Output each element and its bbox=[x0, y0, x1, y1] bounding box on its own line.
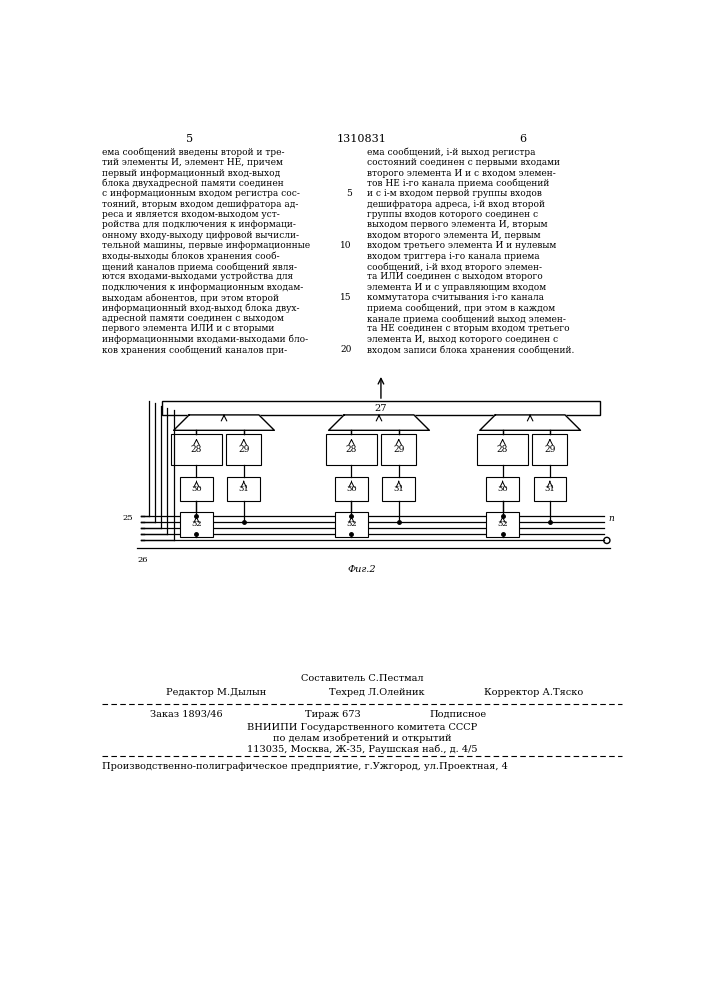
Text: ройства для подключения к информаци-: ройства для подключения к информаци- bbox=[103, 220, 296, 229]
Text: та ИЛИ соединен с выходом второго: та ИЛИ соединен с выходом второго bbox=[368, 272, 543, 281]
Text: группы входов которого соединен с: группы входов которого соединен с bbox=[368, 210, 539, 219]
Text: ема сообщений введены второй и тре-: ема сообщений введены второй и тре- bbox=[103, 148, 285, 157]
Bar bbox=[382, 477, 415, 501]
Text: входом второго элемента И, первым: входом второго элемента И, первым bbox=[368, 231, 541, 240]
Bar bbox=[486, 512, 519, 537]
Text: 28: 28 bbox=[191, 445, 202, 454]
Text: коммутатора считывания i-го канала: коммутатора считывания i-го канала bbox=[368, 293, 544, 302]
Text: Техред Л.Олейник: Техред Л.Олейник bbox=[329, 688, 424, 697]
Text: Подписное: Подписное bbox=[429, 710, 486, 719]
Text: тельной машины, первые информационные: тельной машины, первые информационные bbox=[103, 241, 310, 250]
Text: второго элемента И и с входом элемен-: второго элемента И и с входом элемен- bbox=[368, 169, 556, 178]
Text: Тираж 673: Тираж 673 bbox=[305, 710, 361, 719]
Text: 28: 28 bbox=[497, 445, 508, 454]
Text: первый информационный вход-выход: первый информационный вход-выход bbox=[103, 169, 281, 178]
Text: Заказ 1893/46: Заказ 1893/46 bbox=[151, 710, 223, 719]
Polygon shape bbox=[329, 415, 429, 430]
Text: 6: 6 bbox=[519, 134, 526, 144]
Bar bbox=[162, 401, 600, 415]
Text: 32: 32 bbox=[346, 520, 357, 528]
Text: 31: 31 bbox=[544, 485, 555, 493]
Bar bbox=[532, 434, 567, 465]
Text: Производственно-полиграфическое предприятие, г.Ужгород, ул.Проектная, 4: Производственно-полиграфическое предприя… bbox=[103, 762, 508, 771]
Text: реса и является входом-выходом уст-: реса и является входом-выходом уст- bbox=[103, 210, 280, 219]
Bar bbox=[335, 512, 368, 537]
Text: элемента И и с управляющим входом: элемента И и с управляющим входом bbox=[368, 283, 547, 292]
Text: дешифратора адреса, i-й вход второй: дешифратора адреса, i-й вход второй bbox=[368, 200, 545, 209]
Bar bbox=[226, 434, 261, 465]
Text: ема сообщений, i-й выход регистра: ема сообщений, i-й выход регистра bbox=[368, 148, 536, 157]
Text: 29: 29 bbox=[238, 445, 250, 454]
Text: 25: 25 bbox=[123, 514, 134, 522]
Text: 30: 30 bbox=[346, 485, 357, 493]
Text: Составитель С.Пестмал: Составитель С.Пестмал bbox=[300, 674, 423, 683]
Text: ков хранения сообщений каналов при-: ков хранения сообщений каналов при- bbox=[103, 345, 288, 355]
Text: элемента И, выход которого соединен с: элемента И, выход которого соединен с bbox=[368, 335, 559, 344]
Bar bbox=[486, 477, 519, 501]
Text: ВНИИПИ Государственного комитета СССР: ВНИИПИ Государственного комитета СССР bbox=[247, 723, 477, 732]
Bar bbox=[180, 477, 213, 501]
Text: n: n bbox=[609, 514, 614, 523]
Bar bbox=[180, 512, 213, 537]
Text: тий элементы И, элемент НЕ, причем: тий элементы И, элемент НЕ, причем bbox=[103, 158, 284, 167]
Text: состояний соединен с первыми входами: состояний соединен с первыми входами bbox=[368, 158, 561, 167]
Text: 31: 31 bbox=[238, 485, 249, 493]
Text: приема сообщений, при этом в каждом: приема сообщений, при этом в каждом bbox=[368, 304, 556, 313]
Text: канале приема сообщений выход элемен-: канале приема сообщений выход элемен- bbox=[368, 314, 566, 324]
Text: входом записи блока хранения сообщений.: входом записи блока хранения сообщений. bbox=[368, 345, 575, 355]
Text: онному входу-выходу цифровой вычисли-: онному входу-выходу цифровой вычисли- bbox=[103, 231, 299, 240]
Text: 15: 15 bbox=[340, 293, 352, 302]
Text: 28: 28 bbox=[346, 445, 357, 454]
Text: 30: 30 bbox=[191, 485, 201, 493]
Text: блока двухадресной памяти соединен: блока двухадресной памяти соединен bbox=[103, 179, 284, 188]
Text: входы-выходы блоков хранения сооб-: входы-выходы блоков хранения сооб- bbox=[103, 252, 280, 261]
Text: 30: 30 bbox=[497, 485, 508, 493]
Text: 32: 32 bbox=[191, 520, 201, 528]
Bar bbox=[171, 434, 222, 465]
Bar bbox=[477, 434, 528, 465]
Text: сообщений, i-й вход второго элемен-: сообщений, i-й вход второго элемен- bbox=[368, 262, 542, 272]
Polygon shape bbox=[174, 415, 274, 430]
Text: 113035, Москва, Ж-35, Раушская наб., д. 4/5: 113035, Москва, Ж-35, Раушская наб., д. … bbox=[247, 744, 477, 754]
Text: выходом первого элемента И, вторым: выходом первого элемента И, вторым bbox=[368, 220, 548, 229]
Text: Корректор А.Тяско: Корректор А.Тяско bbox=[484, 688, 583, 697]
Bar bbox=[335, 477, 368, 501]
Bar bbox=[327, 434, 377, 465]
Text: 20: 20 bbox=[341, 345, 352, 354]
Text: 29: 29 bbox=[393, 445, 404, 454]
Text: информационными входами-выходами бло-: информационными входами-выходами бло- bbox=[103, 335, 308, 344]
Text: 32: 32 bbox=[497, 520, 508, 528]
Text: тояний, вторым входом дешифратора ад-: тояний, вторым входом дешифратора ад- bbox=[103, 200, 298, 209]
Text: 31: 31 bbox=[393, 485, 404, 493]
Text: 5: 5 bbox=[346, 189, 352, 198]
Bar bbox=[228, 477, 260, 501]
Text: 26: 26 bbox=[137, 556, 148, 564]
Text: подключения к информационным входам-: подключения к информационным входам- bbox=[103, 283, 303, 292]
Text: 27: 27 bbox=[375, 404, 387, 413]
Text: с информационным входом регистра сос-: с информационным входом регистра сос- bbox=[103, 189, 300, 198]
Text: 5: 5 bbox=[185, 134, 193, 144]
Text: адресной памяти соединен с выходом: адресной памяти соединен с выходом bbox=[103, 314, 284, 323]
Text: 29: 29 bbox=[544, 445, 556, 454]
Bar bbox=[381, 434, 416, 465]
Text: входом третьего элемента И и нулевым: входом третьего элемента И и нулевым bbox=[368, 241, 556, 250]
Text: 1310831: 1310831 bbox=[337, 134, 387, 144]
Text: та НЕ соединен с вторым входом третьего: та НЕ соединен с вторым входом третьего bbox=[368, 324, 570, 333]
Text: ются входами-выходами устройства для: ются входами-выходами устройства для bbox=[103, 272, 293, 281]
Text: входом триггера i-го канала приема: входом триггера i-го канала приема bbox=[368, 252, 540, 261]
Text: щений каналов приема сообщений явля-: щений каналов приема сообщений явля- bbox=[103, 262, 298, 272]
Text: первого элемента ИЛИ и с вторыми: первого элемента ИЛИ и с вторыми bbox=[103, 324, 275, 333]
Text: Фиг.2: Фиг.2 bbox=[348, 565, 376, 574]
Text: информационный вход-выход блока двух-: информационный вход-выход блока двух- bbox=[103, 304, 300, 313]
Text: по делам изобретений и открытий: по делам изобретений и открытий bbox=[273, 734, 451, 743]
Bar bbox=[534, 477, 566, 501]
Text: тов НЕ i-го канала приема сообщений: тов НЕ i-го канала приема сообщений bbox=[368, 179, 550, 188]
Polygon shape bbox=[480, 415, 580, 430]
Text: и с i-м входом первой группы входов: и с i-м входом первой группы входов bbox=[368, 189, 542, 198]
Text: выходам абонентов, при этом второй: выходам абонентов, при этом второй bbox=[103, 293, 279, 303]
Text: Редактор М.Дылын: Редактор М.Дылын bbox=[166, 688, 266, 697]
Text: 10: 10 bbox=[340, 241, 352, 250]
